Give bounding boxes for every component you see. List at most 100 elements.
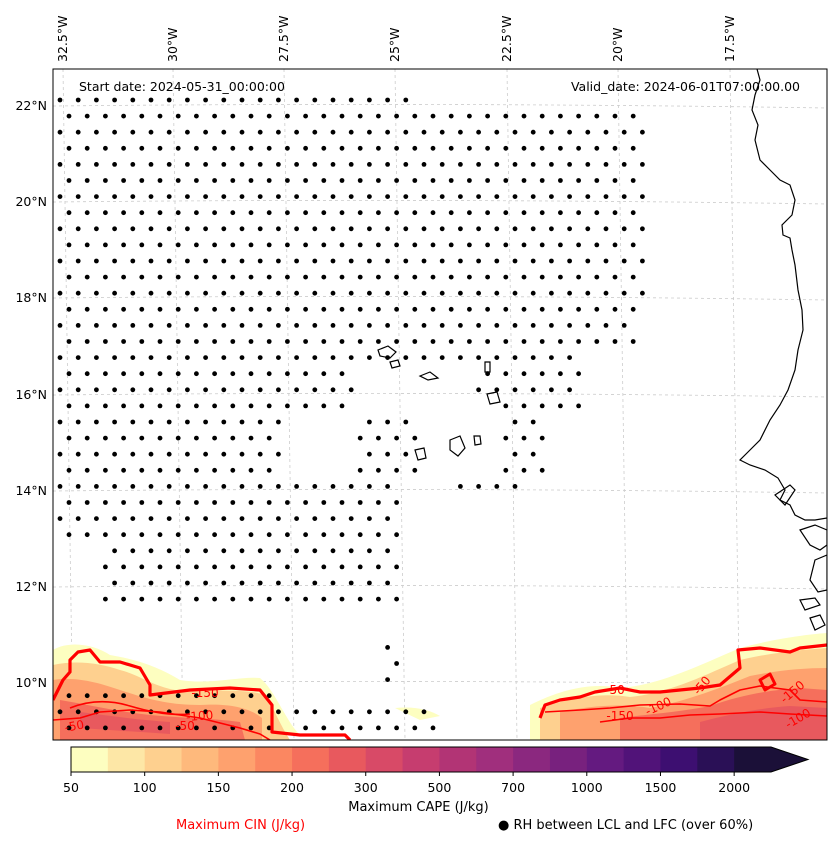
rh-dots	[57, 97, 645, 731]
rh-dot	[476, 323, 481, 328]
rh-dot	[121, 145, 126, 151]
coast-south	[799, 524, 827, 551]
rh-dot	[539, 467, 545, 473]
rh-dot	[239, 290, 245, 296]
rh-dot	[194, 403, 199, 409]
rh-dot	[512, 419, 518, 425]
rh-dot	[257, 323, 263, 328]
rh-dot	[166, 226, 172, 232]
colorbar-bin	[476, 747, 514, 772]
rh-dot	[66, 725, 72, 731]
rh-dot	[467, 145, 472, 151]
rh-dot	[549, 129, 554, 135]
rh-dot	[439, 162, 445, 167]
rh-dot	[84, 178, 90, 183]
rh-dot	[221, 451, 227, 457]
rh-dot	[248, 467, 254, 473]
rh-dot	[139, 242, 145, 248]
rh-dot	[94, 97, 99, 103]
rh-dot	[539, 178, 545, 183]
rh-dot	[266, 467, 272, 473]
rh-dot	[503, 274, 509, 280]
rh-dot	[421, 129, 427, 135]
rh-dot	[185, 484, 190, 489]
island-sal	[484, 361, 491, 373]
rh-dot	[503, 306, 509, 312]
parallel	[53, 585, 827, 590]
rh-dot	[594, 210, 600, 216]
rh-dot	[294, 258, 299, 264]
rh-dot	[430, 274, 436, 280]
rh-dot	[285, 371, 290, 377]
rh-dot	[576, 145, 581, 151]
cin-contour-150	[69, 700, 191, 716]
rh-dot	[567, 387, 572, 393]
rh-dot	[503, 145, 509, 151]
rh-dot	[148, 97, 154, 103]
rh-dot	[640, 194, 645, 200]
rh-dot	[148, 162, 154, 167]
rh-dot	[376, 532, 381, 538]
rh-dot	[467, 113, 472, 119]
rh-dot	[494, 387, 500, 393]
lon-label: 17.5°W	[722, 16, 737, 62]
lon-label: 30°W	[165, 27, 180, 62]
rh-dot	[248, 532, 254, 538]
rh-dot	[330, 290, 336, 296]
rh-dot	[539, 274, 545, 280]
rh-dot	[212, 242, 218, 248]
rh-dot	[558, 178, 563, 183]
rh-dot	[576, 242, 581, 248]
rh-dot	[339, 178, 345, 183]
rh-dot	[549, 162, 554, 167]
rh-dot	[367, 451, 372, 457]
rh-dot	[166, 258, 172, 264]
rh-dot	[330, 97, 336, 103]
rh-dot	[139, 532, 145, 538]
rh-dot	[221, 387, 227, 393]
cin-contour-box	[758, 672, 777, 692]
rh-dot	[412, 210, 418, 216]
rh-dot	[194, 178, 199, 183]
rh-dot	[485, 145, 490, 151]
rh-dot	[321, 113, 327, 119]
rh-dot	[558, 403, 563, 409]
rh-dot	[630, 339, 636, 344]
rh-dot	[549, 226, 554, 232]
rh-dot	[221, 323, 227, 328]
rh-dot	[94, 355, 99, 360]
colorbar-bin	[144, 747, 183, 772]
rh-dot	[139, 435, 145, 441]
rh-dot	[385, 258, 390, 264]
rh-dot	[630, 242, 636, 248]
rh-dot	[521, 306, 527, 312]
rh-dot	[221, 484, 227, 489]
rh-dot	[348, 162, 354, 167]
rh-dot	[121, 178, 126, 183]
lon-label: 25°W	[387, 27, 402, 62]
rh-dot	[212, 500, 218, 505]
rh-dot	[640, 129, 645, 135]
rh-dot	[303, 500, 308, 505]
rh-dot	[403, 709, 409, 715]
rh-dot	[630, 274, 636, 280]
rh-dot	[212, 339, 218, 344]
rh-dot	[385, 419, 390, 425]
rh-dot	[221, 97, 227, 103]
rh-dot	[185, 355, 190, 360]
rh-dot	[57, 355, 63, 360]
meridian	[506, 69, 518, 740]
rh-dot	[521, 145, 527, 151]
rh-dot	[521, 339, 527, 344]
rh-dot	[303, 145, 308, 151]
rh-dot	[112, 162, 117, 167]
meridian	[283, 69, 295, 740]
rh-dot	[57, 194, 63, 200]
rh-dot	[166, 548, 172, 554]
rh-dot	[348, 709, 354, 715]
coast-islet	[799, 597, 821, 611]
rh-dot	[239, 97, 245, 103]
rh-dot	[357, 596, 363, 602]
colorbar-bin	[71, 747, 109, 772]
rh-dot	[257, 419, 263, 425]
